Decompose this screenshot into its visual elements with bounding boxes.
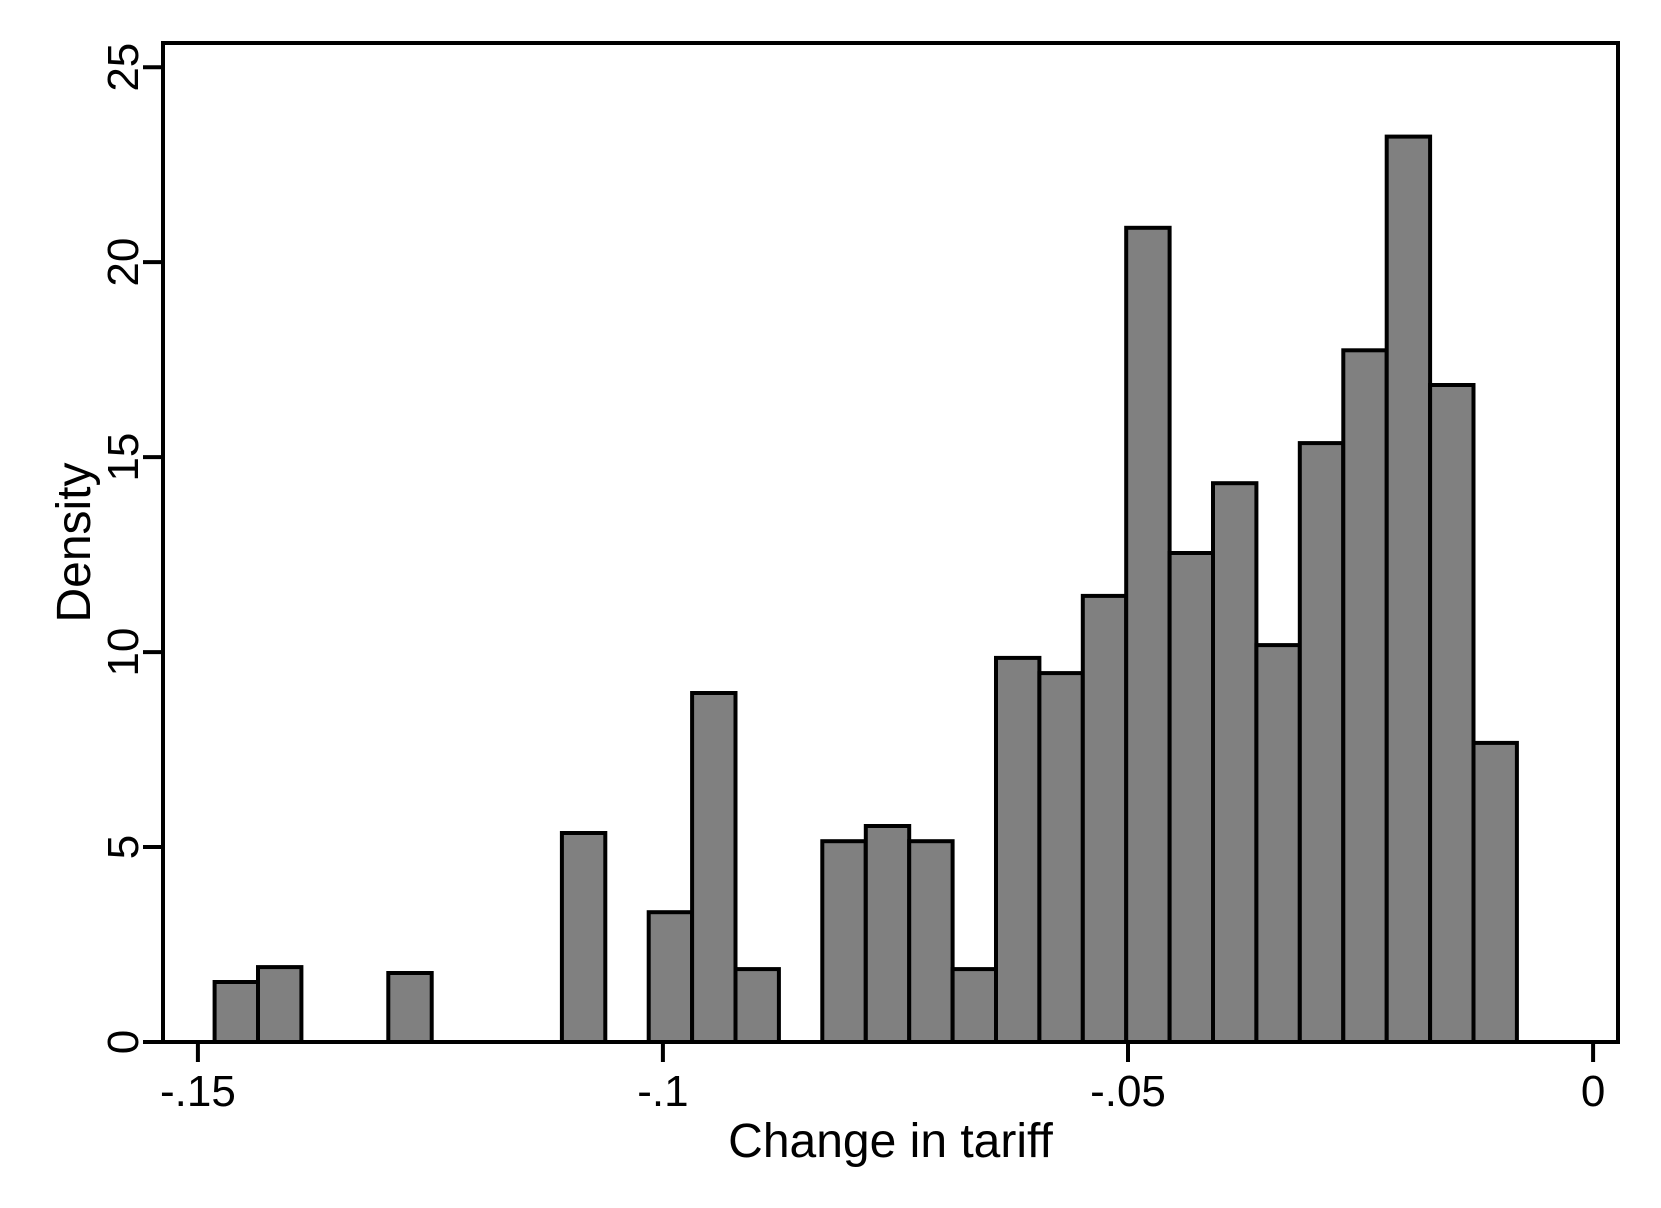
histogram-bar (256, 965, 304, 1044)
histogram-bar (863, 824, 912, 1044)
y-tick-label: 5 (99, 835, 148, 859)
y-tick-label: 20 (99, 238, 148, 287)
histogram-bar (1254, 643, 1302, 1044)
histogram-bar (1211, 481, 1259, 1044)
histogram-bar (646, 910, 695, 1045)
x-tick-label: -.1 (637, 1067, 688, 1116)
histogram-bar (1167, 551, 1215, 1044)
histogram-bar (950, 967, 998, 1044)
x-axis: -.15 -.1 -.05 0 Change in tariff (160, 1042, 1605, 1168)
histogram-bar (733, 967, 781, 1044)
x-axis-title: Change in tariff (728, 1115, 1053, 1168)
histogram-bar (559, 831, 608, 1044)
plot-border (161, 41, 1620, 1044)
histogram-bar (212, 980, 261, 1044)
histogram-bar (820, 839, 868, 1045)
histogram-bar (386, 971, 434, 1044)
y-axis: 0 5 10 15 20 25 Density (48, 43, 163, 1054)
histogram-bar (1428, 383, 1476, 1044)
histogram-bar (1124, 225, 1172, 1045)
histogram-bar (1341, 348, 1389, 1044)
bars-group (212, 134, 1519, 1045)
y-tick-label: 15 (99, 433, 148, 482)
y-tick-label: 10 (99, 628, 148, 677)
histogram-bar (1471, 740, 1519, 1045)
histogram-bar (1080, 593, 1129, 1045)
histogram-bar (1384, 134, 1433, 1045)
y-tick-label: 25 (99, 43, 148, 92)
histogram-bar (690, 691, 738, 1044)
histogram-bar (994, 655, 1042, 1045)
x-tick-label: -.05 (1090, 1067, 1166, 1116)
histogram-bar (907, 839, 955, 1045)
y-axis-title: Density (48, 462, 101, 622)
x-tick-label: -.15 (160, 1067, 236, 1116)
histogram-bar (1297, 441, 1346, 1045)
histogram-bar (1037, 671, 1085, 1044)
x-tick-label: 0 (1581, 1067, 1605, 1116)
y-tick-label: 0 (99, 1030, 148, 1054)
plot-frame-group (161, 41, 1620, 1044)
